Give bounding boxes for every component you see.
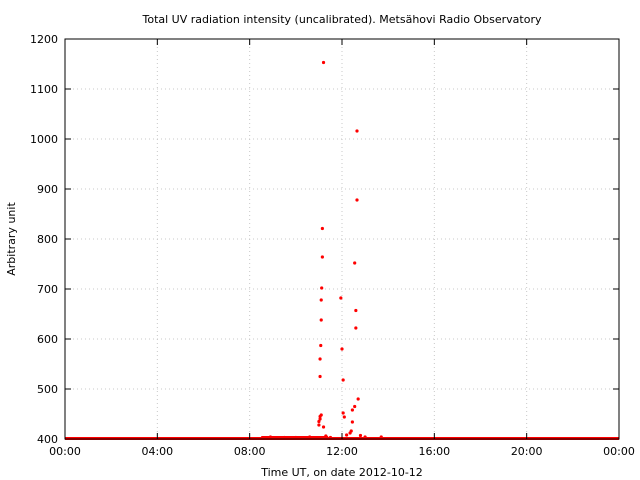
chart-title: Total UV radiation intensity (uncalibrat… <box>142 13 542 26</box>
data-point <box>317 423 321 427</box>
data-point <box>355 198 359 202</box>
data-point <box>294 435 298 440</box>
x-axis-label: Time UT, on date 2012-10-12 <box>260 466 423 479</box>
data-point <box>319 318 323 322</box>
data-points <box>65 60 619 440</box>
grid-lines <box>65 39 619 439</box>
data-point <box>320 286 324 290</box>
axis-ticks: 400 500 600 700 800 900 1000 1100 1200 00:00 04:00… <box>30 33 635 458</box>
x-tick-label: 16:00 <box>418 445 450 458</box>
x-tick-label: 00:00 <box>49 445 81 458</box>
data-point <box>320 226 324 231</box>
y-tick-label: 1000 <box>30 133 58 146</box>
y-tick-label: 1100 <box>30 83 58 96</box>
data-point <box>355 129 359 133</box>
data-point <box>317 419 321 424</box>
data-point <box>349 429 353 433</box>
data-point <box>318 357 322 361</box>
data-point <box>308 435 312 439</box>
data-point <box>350 420 354 424</box>
data-point <box>319 343 323 348</box>
data-point <box>328 435 333 440</box>
data-point <box>353 261 357 265</box>
data-point <box>363 435 367 439</box>
y-tick-label: 500 <box>37 383 58 396</box>
x-tick-label: 20:00 <box>511 445 543 458</box>
data-point <box>321 425 326 429</box>
data-point <box>354 326 358 330</box>
data-point <box>339 296 343 300</box>
data-point <box>353 404 357 409</box>
x-tick-label: 08:00 <box>234 445 266 458</box>
y-tick-label: 800 <box>37 233 58 246</box>
x-tick-label: 12:00 <box>326 445 358 458</box>
data-point <box>379 435 383 439</box>
data-point <box>318 374 322 379</box>
x-tick-label: 00:00 <box>603 445 635 458</box>
data-point <box>341 378 345 382</box>
data-point <box>319 298 323 302</box>
y-axis-label: Arbitrary unit <box>5 202 18 276</box>
y-tick-label: 400 <box>37 433 58 446</box>
y-tick-label: 1200 <box>30 33 58 46</box>
data-point <box>340 347 344 351</box>
x-tick-label: 04:00 <box>141 445 173 458</box>
data-point <box>342 415 346 419</box>
data-point <box>358 433 363 438</box>
data-point <box>318 417 322 421</box>
data-point <box>282 435 286 440</box>
data-point <box>321 60 326 65</box>
y-tick-label: 600 <box>37 333 58 346</box>
data-point <box>354 308 358 313</box>
data-point <box>341 411 345 415</box>
data-point <box>320 255 324 259</box>
data-point <box>345 433 349 437</box>
data-point <box>319 413 323 417</box>
data-point <box>268 435 273 439</box>
data-point <box>350 408 354 412</box>
data-point <box>356 397 360 401</box>
y-tick-label: 700 <box>37 283 58 296</box>
y-tick-label: 900 <box>37 183 58 196</box>
data-point <box>324 434 328 438</box>
